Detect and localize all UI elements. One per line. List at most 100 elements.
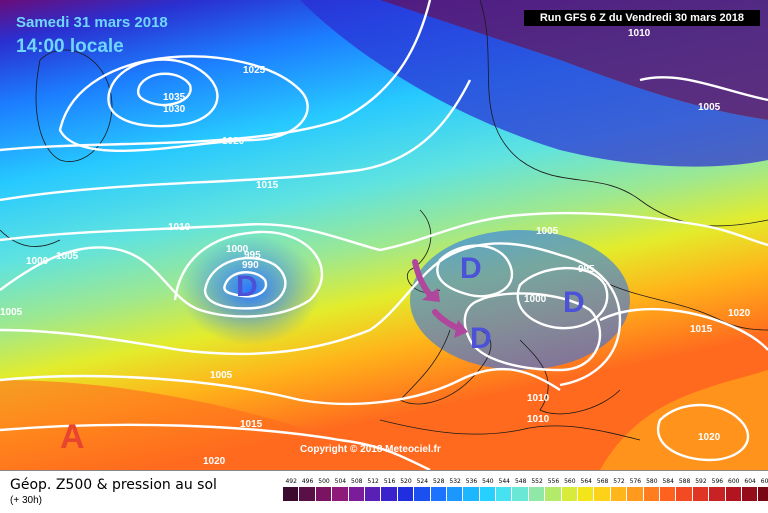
scale-swatch bbox=[512, 487, 529, 501]
scale-step: 544 bbox=[496, 477, 513, 501]
scale-step: 524 bbox=[414, 477, 431, 501]
scale-step: 504 bbox=[332, 477, 349, 501]
scale-step: 520 bbox=[397, 477, 415, 501]
scale-swatch bbox=[528, 487, 546, 501]
scale-step: 572 bbox=[610, 477, 628, 501]
atlantic-low-core bbox=[180, 235, 320, 345]
scale-step: 576 bbox=[627, 477, 644, 501]
scale-step-label: 520 bbox=[400, 478, 412, 485]
color-scale: 492 496 500 504 508 512 516 520 524 528 532 536 540 5… bbox=[283, 477, 768, 501]
scale-step: 604 bbox=[741, 477, 759, 501]
scale-swatch bbox=[561, 487, 579, 501]
scale-swatch bbox=[397, 487, 415, 501]
scale-step-label: 544 bbox=[498, 478, 510, 485]
system-low-3: D bbox=[563, 286, 585, 319]
legend-footer: Géop. Z500 & pression au sol (+ 30h) 492… bbox=[0, 470, 768, 513]
scale-step-label: 532 bbox=[449, 478, 461, 485]
scale-step: 596 bbox=[709, 477, 726, 501]
pressure-label: 1015 bbox=[690, 324, 713, 335]
pressure-label: 990 bbox=[242, 260, 259, 271]
scale-step-label: 576 bbox=[629, 478, 642, 485]
scale-swatch bbox=[578, 487, 595, 501]
pressure-label: 1005 bbox=[56, 251, 79, 262]
scale-swatch bbox=[496, 487, 513, 501]
scale-step: 500 bbox=[315, 477, 333, 501]
pressure-label: 1020 bbox=[698, 432, 721, 443]
scale-step-label: 580 bbox=[646, 478, 658, 485]
copyright-text: Copyright © 2018 Meteociel.fr bbox=[300, 444, 441, 455]
scale-swatch bbox=[381, 487, 398, 501]
scale-step: 492 bbox=[283, 477, 300, 501]
scale-step-label: 592 bbox=[695, 478, 707, 485]
scale-swatch bbox=[430, 487, 447, 501]
scale-step-label: 516 bbox=[383, 478, 396, 485]
scale-step: 600 bbox=[725, 477, 742, 501]
scale-step-label: 568 bbox=[596, 478, 609, 485]
scale-swatch bbox=[659, 487, 677, 501]
scale-step-label: 496 bbox=[301, 478, 314, 485]
scale-step-label: 572 bbox=[613, 478, 625, 485]
scale-step-label: 596 bbox=[711, 478, 724, 485]
scale-swatch bbox=[741, 487, 759, 501]
scale-step: 512 bbox=[364, 477, 382, 501]
scale-swatch bbox=[283, 487, 300, 501]
cold-region bbox=[380, 0, 768, 120]
scale-swatch bbox=[594, 487, 611, 501]
scale-step-label: 608 bbox=[760, 478, 768, 485]
system-low-1: D bbox=[236, 270, 258, 303]
scale-swatch bbox=[463, 487, 480, 501]
pressure-label: 1030 bbox=[163, 104, 186, 115]
scale-swatch bbox=[479, 487, 497, 501]
scale-step-label: 504 bbox=[334, 478, 347, 485]
arrowhead-2 bbox=[454, 320, 468, 338]
scale-step-label: 560 bbox=[564, 478, 576, 485]
pressure-label: 995 bbox=[244, 250, 261, 261]
scale-step: 528 bbox=[430, 477, 447, 501]
scale-step: 592 bbox=[692, 477, 710, 501]
scale-step: 556 bbox=[545, 477, 562, 501]
pressure-label: 1010 bbox=[168, 222, 191, 233]
scale-swatch bbox=[364, 487, 382, 501]
scale-swatch bbox=[545, 487, 562, 501]
scale-step-label: 528 bbox=[432, 478, 445, 485]
pressure-label: 1020 bbox=[728, 308, 751, 319]
scale-step-label: 588 bbox=[678, 478, 691, 485]
scale-step-label: 540 bbox=[482, 478, 494, 485]
warm-region-se bbox=[600, 370, 768, 470]
scale-step: 588 bbox=[676, 477, 693, 501]
system-low-4: D bbox=[470, 322, 492, 355]
scale-swatch bbox=[676, 487, 693, 501]
scale-step: 548 bbox=[512, 477, 529, 501]
scale-step: 568 bbox=[594, 477, 611, 501]
scale-step-label: 492 bbox=[285, 478, 297, 485]
scale-step-label: 552 bbox=[531, 478, 543, 485]
scale-step-label: 512 bbox=[367, 478, 379, 485]
scale-swatch bbox=[725, 487, 742, 501]
pressure-label: 1010 bbox=[628, 28, 651, 39]
scale-step: 508 bbox=[348, 477, 365, 501]
scale-step: 564 bbox=[578, 477, 595, 501]
scale-step-label: 508 bbox=[351, 478, 363, 485]
scale-swatch bbox=[709, 487, 726, 501]
warm-region bbox=[0, 380, 420, 470]
arrowhead-1 bbox=[422, 288, 440, 302]
scale-swatch bbox=[643, 487, 660, 501]
scale-step-label: 500 bbox=[318, 478, 330, 485]
system-low-2: D bbox=[460, 252, 482, 285]
pressure-label: 1005 bbox=[536, 226, 559, 237]
forecast-time: 14:00 locale bbox=[16, 36, 124, 57]
scale-swatch bbox=[692, 487, 710, 501]
scale-step-label: 536 bbox=[465, 478, 478, 485]
scale-step: 552 bbox=[528, 477, 546, 501]
scale-step: 496 bbox=[299, 477, 316, 501]
isobars bbox=[0, 0, 768, 470]
scale-step: 560 bbox=[561, 477, 579, 501]
scale-step-label: 604 bbox=[744, 478, 756, 485]
scale-swatch bbox=[315, 487, 333, 501]
scale-swatch bbox=[299, 487, 316, 501]
scale-swatch bbox=[414, 487, 431, 501]
scale-step-label: 564 bbox=[580, 478, 592, 485]
scale-swatch bbox=[348, 487, 365, 501]
scale-swatch bbox=[446, 487, 464, 501]
europe-trough bbox=[410, 230, 630, 370]
